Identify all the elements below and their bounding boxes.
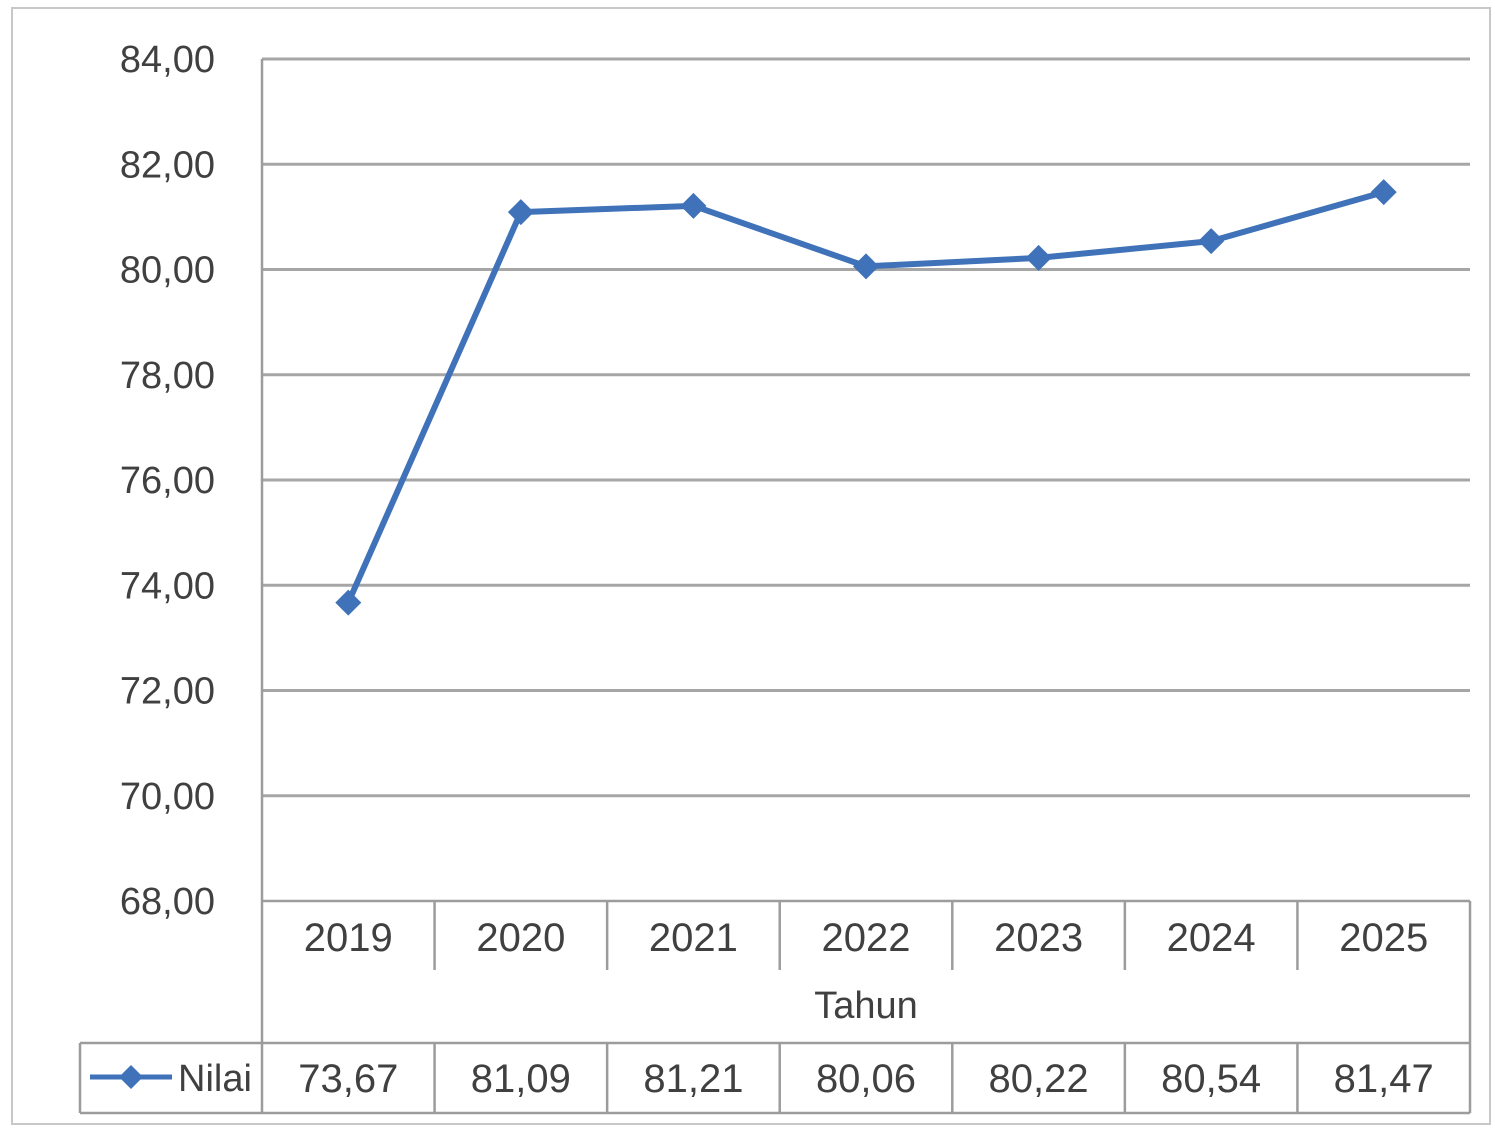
data-point xyxy=(853,253,879,280)
x-tick-label: 2024 xyxy=(1167,916,1256,960)
data-point xyxy=(1198,228,1225,255)
data-table-value: 73,67 xyxy=(298,1057,398,1101)
x-tick-label: 2023 xyxy=(994,916,1083,960)
x-axis-title: Tahun xyxy=(814,985,918,1027)
chart-frame xyxy=(11,7,1491,1125)
data-point xyxy=(1025,244,1052,271)
x-tick-label: 2020 xyxy=(476,916,565,960)
x-axis-tick-labels: 2019 2020 2021 2022 2023 2024 2025 xyxy=(304,916,1428,960)
data-table-value: 80,06 xyxy=(816,1057,916,1101)
series-nilai xyxy=(335,179,1397,616)
y-tick-label: 68,00 xyxy=(120,881,215,923)
legend-diamond-marker xyxy=(119,1065,143,1089)
data-point xyxy=(1370,179,1397,206)
x-tick-label: 2019 xyxy=(304,916,393,960)
data-point xyxy=(507,199,534,226)
data-point xyxy=(335,589,362,616)
x-tick-label: 2021 xyxy=(649,916,738,960)
data-point xyxy=(680,192,707,219)
legend-series-name: Nilai xyxy=(178,1058,252,1100)
data-table-value: 81,47 xyxy=(1334,1057,1434,1101)
x-tick-label: 2025 xyxy=(1339,916,1428,960)
y-tick-label: 74,00 xyxy=(120,565,215,607)
data-table-value: 81,09 xyxy=(471,1057,571,1101)
y-tick-label: 82,00 xyxy=(120,144,215,186)
data-table-values: 73,67 81,09 81,21 80,06 80,22 80,54 81,47 xyxy=(298,1057,1434,1101)
y-tick-label: 70,00 xyxy=(120,776,215,818)
y-tick-label: 84,00 xyxy=(120,39,215,81)
y-tick-label: 78,00 xyxy=(120,355,215,397)
legend-key: Nilai xyxy=(90,1058,252,1100)
y-tick-label: 80,00 xyxy=(120,250,215,292)
data-table-value: 80,22 xyxy=(989,1057,1089,1101)
y-tick-label: 72,00 xyxy=(120,671,215,713)
x-tick-label: 2022 xyxy=(822,916,911,960)
data-table-value: 81,21 xyxy=(643,1057,743,1101)
data-table xyxy=(78,899,1472,1115)
y-tick-label: 76,00 xyxy=(120,460,215,502)
grid-lines xyxy=(260,57,1470,1113)
data-table-value: 80,54 xyxy=(1161,1057,1261,1101)
y-axis-tick-labels: 84,00 82,00 80,00 78,00 76,00 74,00 72,00 70,00… xyxy=(120,39,215,923)
